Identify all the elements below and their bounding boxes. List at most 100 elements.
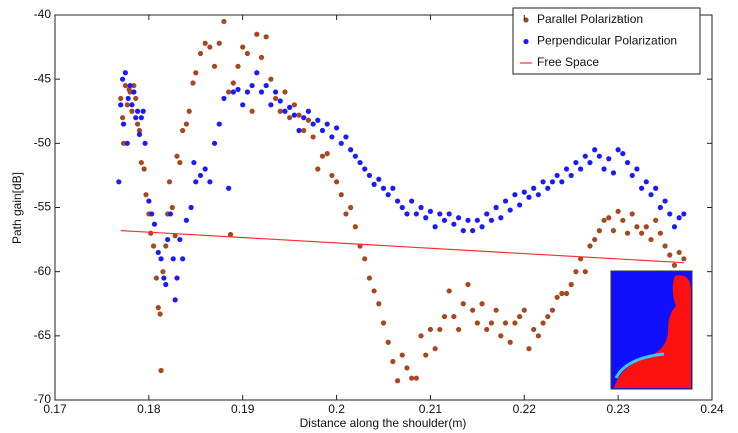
data-point (671, 224, 678, 230)
data-point (639, 230, 645, 236)
data-point (362, 166, 368, 172)
data-point (157, 311, 163, 317)
data-point (136, 131, 143, 137)
data-point (221, 18, 227, 25)
data-point (343, 134, 349, 140)
data-point (390, 358, 396, 365)
y-tick-label: -55 (34, 200, 52, 214)
data-point (563, 290, 570, 297)
data-point (143, 192, 149, 198)
data-point (180, 256, 186, 262)
data-point (507, 339, 513, 345)
y-tick-label: -45 (34, 71, 52, 85)
data-point (676, 215, 682, 221)
data-point (573, 269, 579, 275)
data-point (216, 121, 222, 127)
data-point (125, 95, 131, 102)
data-point (549, 179, 556, 185)
data-point (134, 108, 141, 114)
data-point (409, 198, 415, 204)
data-point (512, 320, 518, 326)
data-point (296, 112, 302, 118)
data-point (193, 70, 199, 76)
data-point (446, 211, 452, 217)
data-point (333, 179, 340, 185)
data-point (399, 204, 405, 211)
data-point (131, 89, 137, 95)
data-point (545, 185, 551, 191)
data-point (120, 121, 127, 127)
data-point (667, 211, 673, 217)
data-point (148, 230, 154, 236)
data-point (540, 320, 546, 326)
data-point (455, 326, 462, 333)
data-point (502, 198, 509, 204)
data-point (221, 95, 227, 102)
data-point (193, 179, 199, 185)
data-point (624, 230, 631, 236)
data-point (380, 320, 387, 326)
data-point (172, 297, 178, 303)
data-point (129, 102, 135, 108)
data-point (474, 217, 480, 223)
data-point (138, 115, 144, 121)
data-point (202, 40, 208, 46)
marks (116, 18, 687, 384)
data-point (390, 185, 396, 191)
x-tick-label: 0.23 (606, 402, 630, 416)
data-point (418, 333, 424, 339)
data-point (333, 125, 340, 131)
data-point (592, 236, 598, 243)
data-point (535, 192, 541, 198)
x-tick-label: 0.18 (137, 402, 161, 416)
data-point (521, 307, 527, 313)
data-point (167, 211, 174, 217)
data-point (140, 108, 146, 114)
data-point (648, 236, 654, 243)
data-point (172, 233, 178, 239)
data-point (474, 320, 480, 326)
data-point (681, 256, 687, 262)
data-point (526, 194, 532, 200)
data-point (177, 236, 183, 243)
legend-swatch (523, 38, 529, 45)
data-point (310, 121, 316, 127)
data-point (186, 108, 192, 114)
data-point (578, 256, 584, 262)
data-point (277, 108, 283, 114)
data-point (610, 228, 617, 234)
data-point (643, 179, 649, 185)
data-point (348, 147, 354, 153)
data-point (662, 198, 668, 204)
data-point (155, 249, 161, 256)
data-point (352, 224, 358, 230)
data-point (142, 140, 148, 146)
data-point (291, 102, 297, 108)
data-point (230, 89, 236, 95)
data-point (507, 207, 513, 213)
data-point (484, 326, 490, 333)
data-point (592, 147, 598, 153)
data-point (366, 172, 373, 179)
data-point (540, 179, 546, 185)
x-tick-label: 0.21 (419, 402, 443, 416)
data-point (118, 95, 124, 102)
data-point (488, 217, 495, 223)
data-point (180, 127, 186, 134)
data-point (166, 179, 173, 185)
data-point (235, 63, 241, 69)
data-point (409, 375, 415, 381)
data-point (202, 166, 208, 172)
data-point (512, 192, 518, 198)
data-point (601, 166, 607, 172)
data-point (282, 108, 288, 114)
data-point (681, 211, 687, 217)
data-point (263, 34, 269, 40)
data-point (446, 288, 452, 294)
y-tick-label: -65 (34, 328, 52, 342)
legend-box (512, 7, 701, 75)
data-point (596, 153, 602, 159)
data-point (545, 313, 551, 320)
y-tick-label: -50 (34, 136, 52, 150)
data-point (662, 243, 668, 249)
